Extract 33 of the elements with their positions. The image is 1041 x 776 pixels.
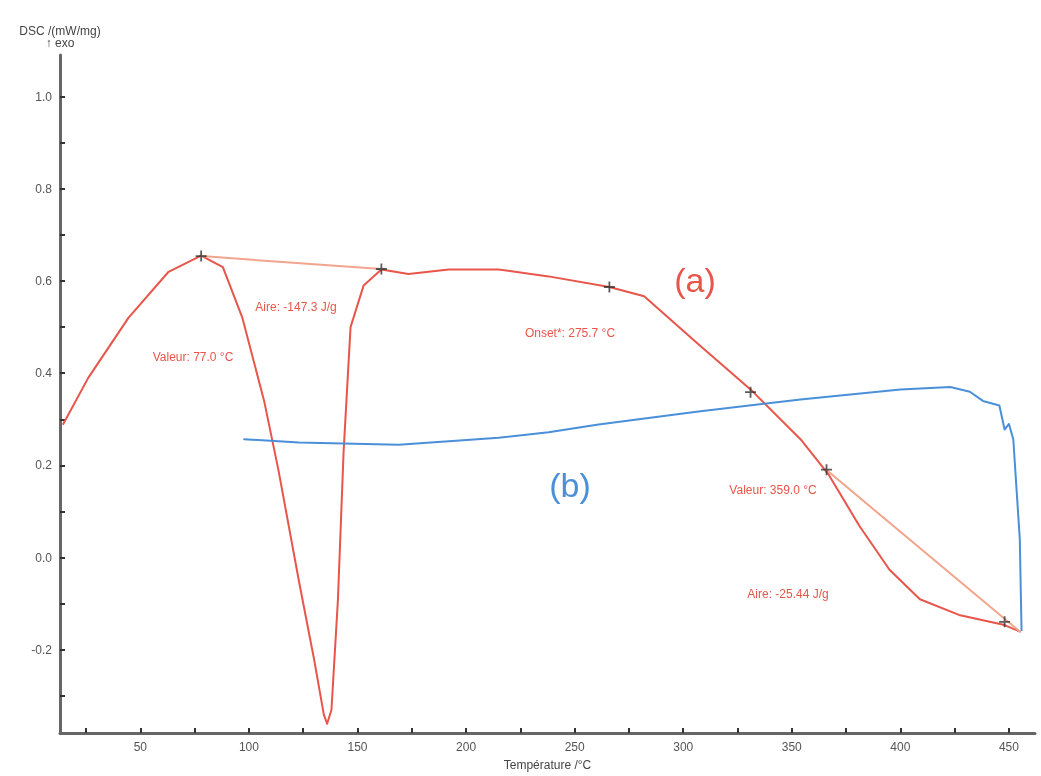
point: [194, 249, 208, 263]
x-tick-label: 150: [347, 740, 368, 754]
line-series: [243, 386, 1023, 632]
series-label: (b): [549, 466, 591, 504]
annotation: Aire: -25.44 J/g: [747, 587, 829, 601]
x-tick-label: 450: [998, 740, 1020, 754]
y-tick-label: 0.8: [35, 181, 53, 196]
x-axis-title: Température /°C: [503, 758, 592, 772]
x-tick-label: 100: [238, 740, 260, 754]
x-tick-label: 250: [564, 740, 585, 754]
y-tick-label: 0.6: [35, 274, 53, 288]
y-tick-label: 0.2: [35, 458, 53, 473]
point: [374, 262, 388, 276]
annotation: Valeur: 359.0 °C: [729, 483, 817, 497]
y-axis-title: DSC /(mW/mg) ↑ exo: [19, 24, 101, 50]
y-tick-label: -0.2: [31, 642, 53, 657]
annotation: Onset*: 275.7 °C: [524, 326, 616, 340]
y-tick-label: 0.0: [35, 550, 53, 565]
x-tick-label: 200: [456, 740, 477, 754]
point: [820, 463, 833, 477]
x-tick-label: 350: [781, 740, 803, 754]
x-tick-label: 300: [673, 740, 694, 754]
point: [998, 615, 1011, 629]
x-tick-label: 400: [890, 740, 911, 754]
y-tick-label: 0.4: [35, 366, 53, 381]
point: [602, 280, 616, 294]
annotation: Valeur: 77.0 °C: [152, 350, 234, 364]
y-tick-label: 1.0: [35, 89, 53, 104]
x-tick-label: 50: [133, 740, 148, 754]
annotation: Aire: -147.3 J/g: [255, 300, 337, 314]
line-series: [62, 254, 1021, 725]
series-label: (a): [674, 261, 716, 299]
point: [744, 385, 757, 399]
